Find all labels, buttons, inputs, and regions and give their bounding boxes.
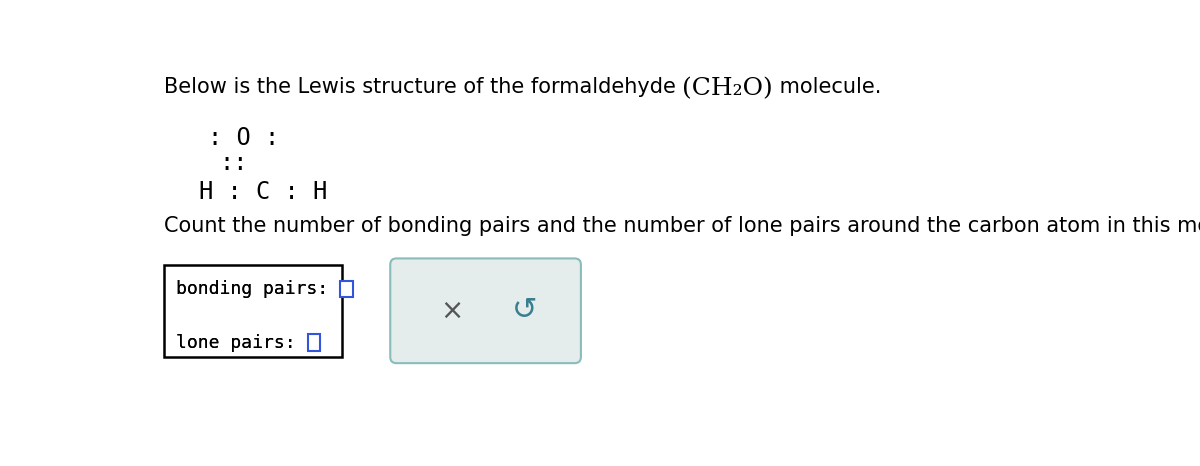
Text: ↺: ↺: [511, 296, 538, 325]
Text: ::: ::: [218, 151, 247, 175]
Bar: [341, 281, 353, 297]
Text: bonding pairs:: bonding pairs:: [175, 280, 338, 298]
Text: H : C : H: H : C : H: [199, 180, 328, 204]
Text: bonding pairs:: bonding pairs:: [175, 280, 338, 298]
Text: ×: ×: [440, 297, 464, 325]
Bar: [164, 265, 342, 357]
FancyBboxPatch shape: [390, 259, 581, 363]
Text: : O :: : O :: [208, 126, 280, 150]
Text: Count the number of bonding pairs and the number of lone pairs around the carbon: Count the number of bonding pairs and th…: [164, 216, 1200, 236]
Text: (CH₂O): (CH₂O): [683, 77, 773, 101]
Text: Below is the Lewis structure of the formaldehyde: Below is the Lewis structure of the form…: [164, 77, 683, 97]
Text: lone pairs:: lone pairs:: [175, 334, 306, 352]
Bar: [307, 335, 320, 351]
Text: lone pairs:: lone pairs:: [175, 334, 306, 352]
Text: molecule.: molecule.: [773, 77, 882, 97]
